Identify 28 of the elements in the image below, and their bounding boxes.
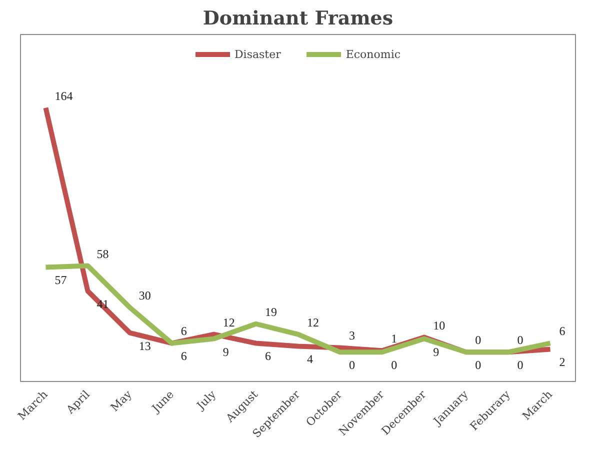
data-label: 9 (433, 344, 440, 359)
chart-title: Dominant Frames (202, 8, 394, 30)
data-label: 30 (138, 288, 151, 302)
data-label: 6 (559, 324, 566, 338)
data-label: 12 (307, 315, 319, 330)
data-label: 1 (391, 332, 398, 346)
legend-label: Disaster (234, 48, 281, 60)
data-label: 0 (391, 358, 398, 372)
data-label: 4 (307, 352, 313, 366)
data-label: 0 (517, 333, 524, 348)
data-label: 12 (222, 315, 235, 330)
data-label: 0 (475, 358, 482, 372)
data-label: 3 (349, 328, 356, 343)
data-label: 6 (180, 349, 187, 364)
data-label: 0 (349, 358, 356, 372)
data-label: 0 (517, 358, 524, 372)
data-label: 6 (264, 349, 271, 364)
data-label: 9 (222, 344, 229, 359)
data-label: 2 (559, 355, 566, 370)
legend-label: Economic (346, 48, 401, 60)
data-label: 58 (96, 246, 109, 261)
data-label: 19 (264, 304, 277, 319)
data-label: 164 (54, 88, 73, 103)
data-label: 57 (54, 273, 67, 288)
data-label: 13 (138, 338, 151, 353)
data-label: 0 (475, 333, 482, 348)
data-label: 10 (433, 318, 446, 332)
data-label: 6 (180, 324, 187, 338)
